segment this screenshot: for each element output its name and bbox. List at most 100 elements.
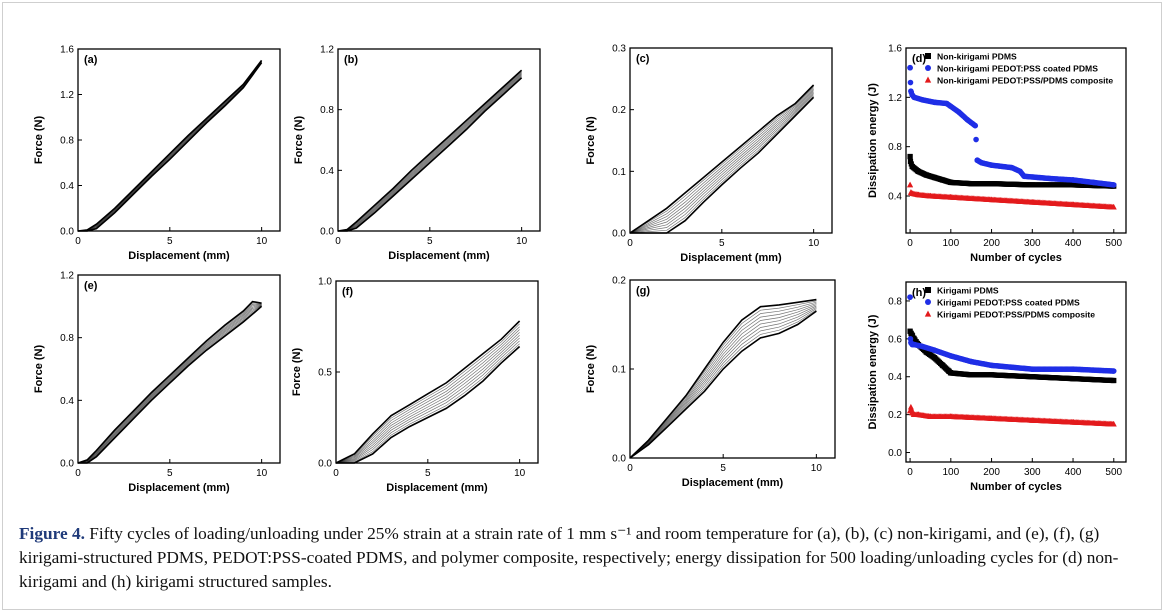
panel-label: (b) bbox=[344, 54, 358, 66]
y-tick-label: 0.0 bbox=[60, 459, 74, 470]
cycle-curve bbox=[337, 74, 522, 232]
series-triangle bbox=[907, 403, 1117, 427]
cycle-curve bbox=[337, 72, 522, 232]
cycle-curve bbox=[629, 94, 814, 234]
panel-label: (a) bbox=[84, 54, 98, 66]
y-tick-label: 0.2 bbox=[888, 410, 902, 421]
cycle-curve bbox=[335, 323, 520, 464]
cycle-curve bbox=[77, 303, 262, 464]
x-tick-label: 0 bbox=[333, 468, 339, 479]
x-tick-label: 5 bbox=[719, 238, 725, 249]
legend-label: Kirigami PEDOT:PSS/PDMS composite bbox=[937, 310, 1095, 320]
y-tick-label: 0.0 bbox=[60, 227, 74, 238]
cycle-curve bbox=[77, 60, 262, 232]
x-tick-label: 100 bbox=[942, 467, 959, 478]
cycle-curve bbox=[629, 308, 817, 459]
legend-marker bbox=[924, 310, 932, 317]
data-point-triangle bbox=[907, 181, 914, 188]
cycle-curve bbox=[629, 88, 814, 234]
panel-label: (d) bbox=[912, 53, 926, 65]
x-tick-label: 5 bbox=[427, 236, 433, 247]
panel-h: 0 100 200 300 400 500 0.0 0.2 0.4 0.6 0.8 Number of… bbox=[867, 281, 1127, 493]
panel-label: (f) bbox=[342, 286, 353, 298]
panel-b: 0 5 10 0.0 0.4 0.8 1.2 Displacement (mm) Force (… bbox=[293, 45, 541, 262]
x-tick-label: 10 bbox=[811, 463, 823, 474]
legend-label: Kirigami PEDOT:PSS coated PDMS bbox=[937, 298, 1080, 308]
cycle-curve bbox=[77, 61, 262, 232]
x-tick-label: 200 bbox=[983, 238, 1000, 249]
x-tick-label: 0 bbox=[627, 463, 633, 474]
axes-frame bbox=[905, 47, 1127, 234]
cycle-curve bbox=[77, 61, 262, 232]
x-axis-label: Displacement (mm) bbox=[386, 482, 488, 494]
cycle-curve bbox=[77, 305, 262, 464]
figure-panels: 0 5 10 0.0 0.4 0.8 1.2 1.6 Displacement (mm) Forc… bbox=[33, 44, 1127, 494]
cycle-curve bbox=[335, 329, 520, 464]
cycle-curve bbox=[337, 75, 522, 232]
cycle-curve bbox=[337, 75, 522, 232]
panel-label: (g) bbox=[636, 285, 650, 297]
data-point-circle bbox=[972, 122, 979, 129]
legend-marker bbox=[925, 299, 931, 305]
legend-label: Non-kirigami PDMS bbox=[937, 52, 1017, 62]
cycle-curve bbox=[77, 59, 263, 232]
x-tick-label: 500 bbox=[1105, 467, 1122, 478]
y-tick-label: 0.0 bbox=[318, 459, 332, 470]
x-axis-label: Displacement (mm) bbox=[128, 250, 230, 262]
cycle-curve bbox=[77, 305, 262, 464]
x-tick-label: 0 bbox=[75, 468, 81, 479]
x-tick-label: 400 bbox=[1065, 467, 1082, 478]
cycle-curve bbox=[629, 86, 814, 234]
x-tick-label: 5 bbox=[167, 468, 173, 479]
series-circle bbox=[907, 64, 1117, 188]
x-tick-label: 10 bbox=[516, 236, 528, 247]
x-tick-label: 400 bbox=[1065, 238, 1082, 249]
data-point-circle bbox=[907, 79, 914, 86]
y-tick-label: 0.4 bbox=[60, 396, 74, 407]
cycle-curve bbox=[629, 310, 817, 459]
data-point-circle bbox=[907, 294, 913, 300]
data-point-triangle bbox=[908, 405, 915, 412]
y-tick-label: 0.8 bbox=[60, 136, 74, 147]
y-tick-label: 0.1 bbox=[612, 365, 626, 376]
x-tick-label: 0 bbox=[75, 236, 81, 247]
cycle-curve bbox=[77, 304, 262, 464]
figure-label: Figure 4. bbox=[19, 524, 85, 543]
x-tick-label: 200 bbox=[983, 467, 1000, 478]
y-tick-label: 1.6 bbox=[60, 45, 74, 56]
series-circle bbox=[907, 294, 1117, 374]
x-axis-label: Displacement (mm) bbox=[388, 250, 490, 262]
x-tick-label: 10 bbox=[256, 468, 268, 479]
y-axis-label: Force (N) bbox=[33, 345, 45, 394]
cycle-curve bbox=[335, 320, 521, 464]
x-tick-label: 10 bbox=[808, 238, 820, 249]
y-axis-label: Force (N) bbox=[33, 116, 45, 165]
cycle-curve bbox=[335, 343, 520, 464]
x-tick-label: 5 bbox=[167, 236, 173, 247]
series-square bbox=[907, 153, 1117, 189]
y-tick-label: 0.1 bbox=[612, 167, 626, 178]
axes-frame bbox=[629, 47, 833, 234]
y-axis-label: Force (N) bbox=[291, 348, 303, 397]
cycle-curve bbox=[337, 73, 522, 232]
cycle-curve bbox=[629, 91, 814, 234]
y-axis-label: Dissipation energy (J) bbox=[867, 314, 879, 429]
y-tick-label: 0.0 bbox=[320, 227, 334, 238]
axes-frame bbox=[337, 48, 541, 232]
y-axis-label: Force (N) bbox=[585, 345, 597, 394]
y-tick-label: 0.8 bbox=[320, 105, 334, 116]
y-axis-label: Dissipation energy (J) bbox=[867, 83, 879, 198]
legend-label: Kirigami PDMS bbox=[937, 286, 999, 296]
cycle-curve bbox=[337, 69, 523, 232]
x-tick-label: 5 bbox=[720, 463, 726, 474]
caption-text: Fifty cycles of loading/unloading under … bbox=[19, 524, 1119, 591]
cycle-curve bbox=[77, 61, 262, 232]
x-tick-label: 0 bbox=[907, 467, 913, 478]
cycle-curve bbox=[629, 92, 814, 234]
series-triangle bbox=[907, 181, 1117, 210]
cycle-curve bbox=[78, 62, 263, 232]
panel-c: 0 5 10 0.0 0.1 0.2 0.3 Displacement (mm) Force (… bbox=[585, 44, 833, 264]
y-axis-label: Force (N) bbox=[293, 116, 305, 165]
data-point-circle bbox=[907, 64, 913, 71]
